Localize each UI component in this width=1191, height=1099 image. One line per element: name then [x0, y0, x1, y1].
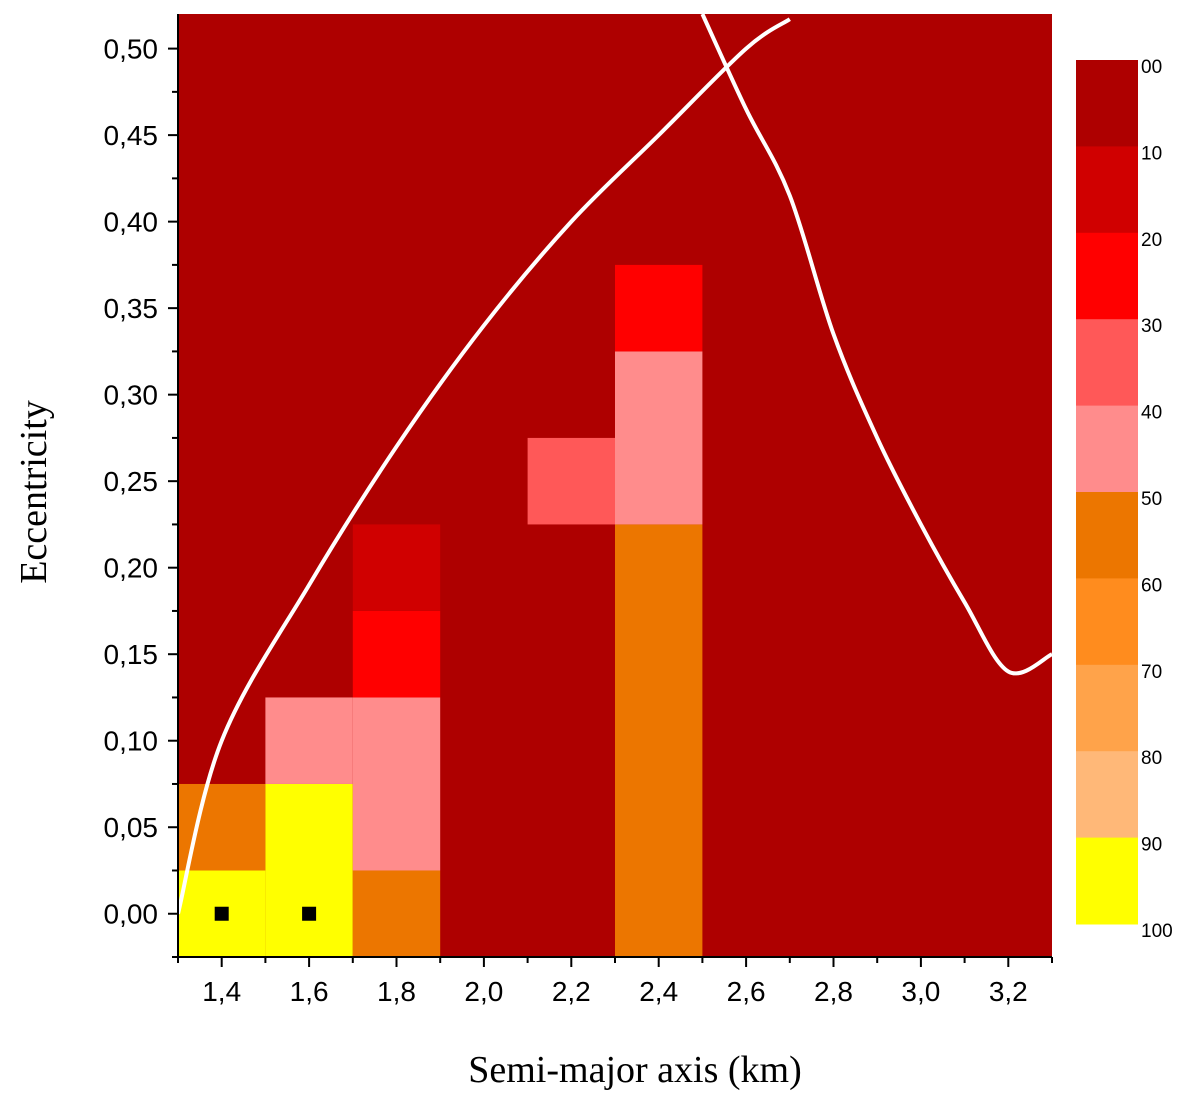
colorbar-segment [1076, 232, 1138, 320]
colorbar-segment [1076, 664, 1138, 752]
colorbar-segment [1076, 405, 1138, 493]
y-tick-label: 0,40 [104, 207, 159, 238]
heatmap-cell [265, 697, 353, 784]
colorbar-label: 10 [1141, 143, 1162, 164]
colorbar-segment [1076, 146, 1138, 234]
colorbar-segment [1076, 837, 1138, 925]
x-tick-label: 2,0 [464, 976, 503, 1007]
heatmap-cell [615, 524, 703, 957]
colorbar-label: 80 [1141, 748, 1162, 769]
y-tick-label: 0,00 [104, 899, 159, 930]
colorbar-label: 20 [1141, 230, 1162, 251]
heatmap-cell [352, 870, 441, 957]
x-tick-label: 3,2 [989, 976, 1028, 1007]
heatmap-cell [352, 524, 441, 611]
colorbar-label: 00 [1141, 57, 1162, 78]
boundary-curve [700, 14, 1052, 676]
x-tick-label: 2,6 [727, 976, 766, 1007]
heatmap-cells [178, 264, 703, 957]
y-tick-label: 0,10 [104, 726, 159, 757]
colorbar-label: 100 [1141, 921, 1173, 942]
colorbar-segment [1076, 578, 1138, 666]
colorbar-label: 90 [1141, 835, 1162, 856]
heatmap-cell [615, 264, 703, 352]
boundary-curve [178, 17, 791, 915]
data-point-marker [302, 906, 317, 921]
axes: 1,4 1,6 1,8 2,0 2,2 2,4 2,6 2,8 3,0 3,2 0,00 0,05 0,… [104, 14, 1053, 1007]
colorbar-label: 70 [1141, 662, 1162, 683]
colorbar-label: 60 [1141, 575, 1162, 596]
y-tick-label: 0,15 [104, 639, 159, 670]
x-tick-label: 1,4 [202, 976, 241, 1007]
heatmap-cell [527, 437, 615, 525]
x-tick-label: 2,8 [814, 976, 853, 1007]
heatmap-cell [352, 697, 441, 871]
x-tick-label: 3,0 [901, 976, 940, 1007]
colorbar-segment [1076, 60, 1138, 147]
y-tick-label: 0,50 [104, 34, 159, 65]
x-tick-label: 2,4 [639, 976, 678, 1007]
colorbar-segment [1076, 319, 1138, 407]
plot-area [178, 14, 1052, 957]
heatmap-cell [352, 610, 441, 698]
colorbar-label: 30 [1141, 316, 1162, 337]
y-tick-label: 0,45 [104, 120, 159, 151]
colorbar-label: 40 [1141, 403, 1162, 424]
x-axis-title: Semi-major axis (km) [468, 1049, 801, 1091]
y-tick-label: 0,25 [104, 466, 159, 497]
heatmap-cell [178, 783, 266, 871]
heatmap-cell [265, 783, 353, 957]
data-point-marker [214, 906, 229, 921]
x-tick-label: 1,8 [377, 976, 416, 1007]
y-tick-label: 0,20 [104, 553, 159, 584]
x-tick-label: 2,2 [552, 976, 591, 1007]
colorbar-label: 50 [1141, 489, 1162, 510]
y-tick-label: 0,30 [104, 380, 159, 411]
colorbar-segment [1076, 492, 1138, 579]
colorbar-segment [1076, 751, 1138, 839]
y-axis-title: Eccentricity [13, 400, 55, 584]
colorbar: 00 10 20 30 40 50 60 70 80 90 100 [1076, 57, 1173, 942]
y-tick-label: 0,05 [104, 812, 159, 843]
curves [178, 14, 1052, 915]
heatmap-cell [615, 351, 703, 525]
y-tick-label: 0,35 [104, 293, 159, 324]
x-tick-label: 1,6 [290, 976, 329, 1007]
